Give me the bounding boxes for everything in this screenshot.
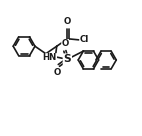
Text: O: O xyxy=(61,39,69,48)
Text: O: O xyxy=(64,17,71,26)
Text: S: S xyxy=(63,54,71,64)
Text: HN: HN xyxy=(42,53,57,62)
Text: O: O xyxy=(54,68,61,77)
Text: Cl: Cl xyxy=(80,35,89,44)
